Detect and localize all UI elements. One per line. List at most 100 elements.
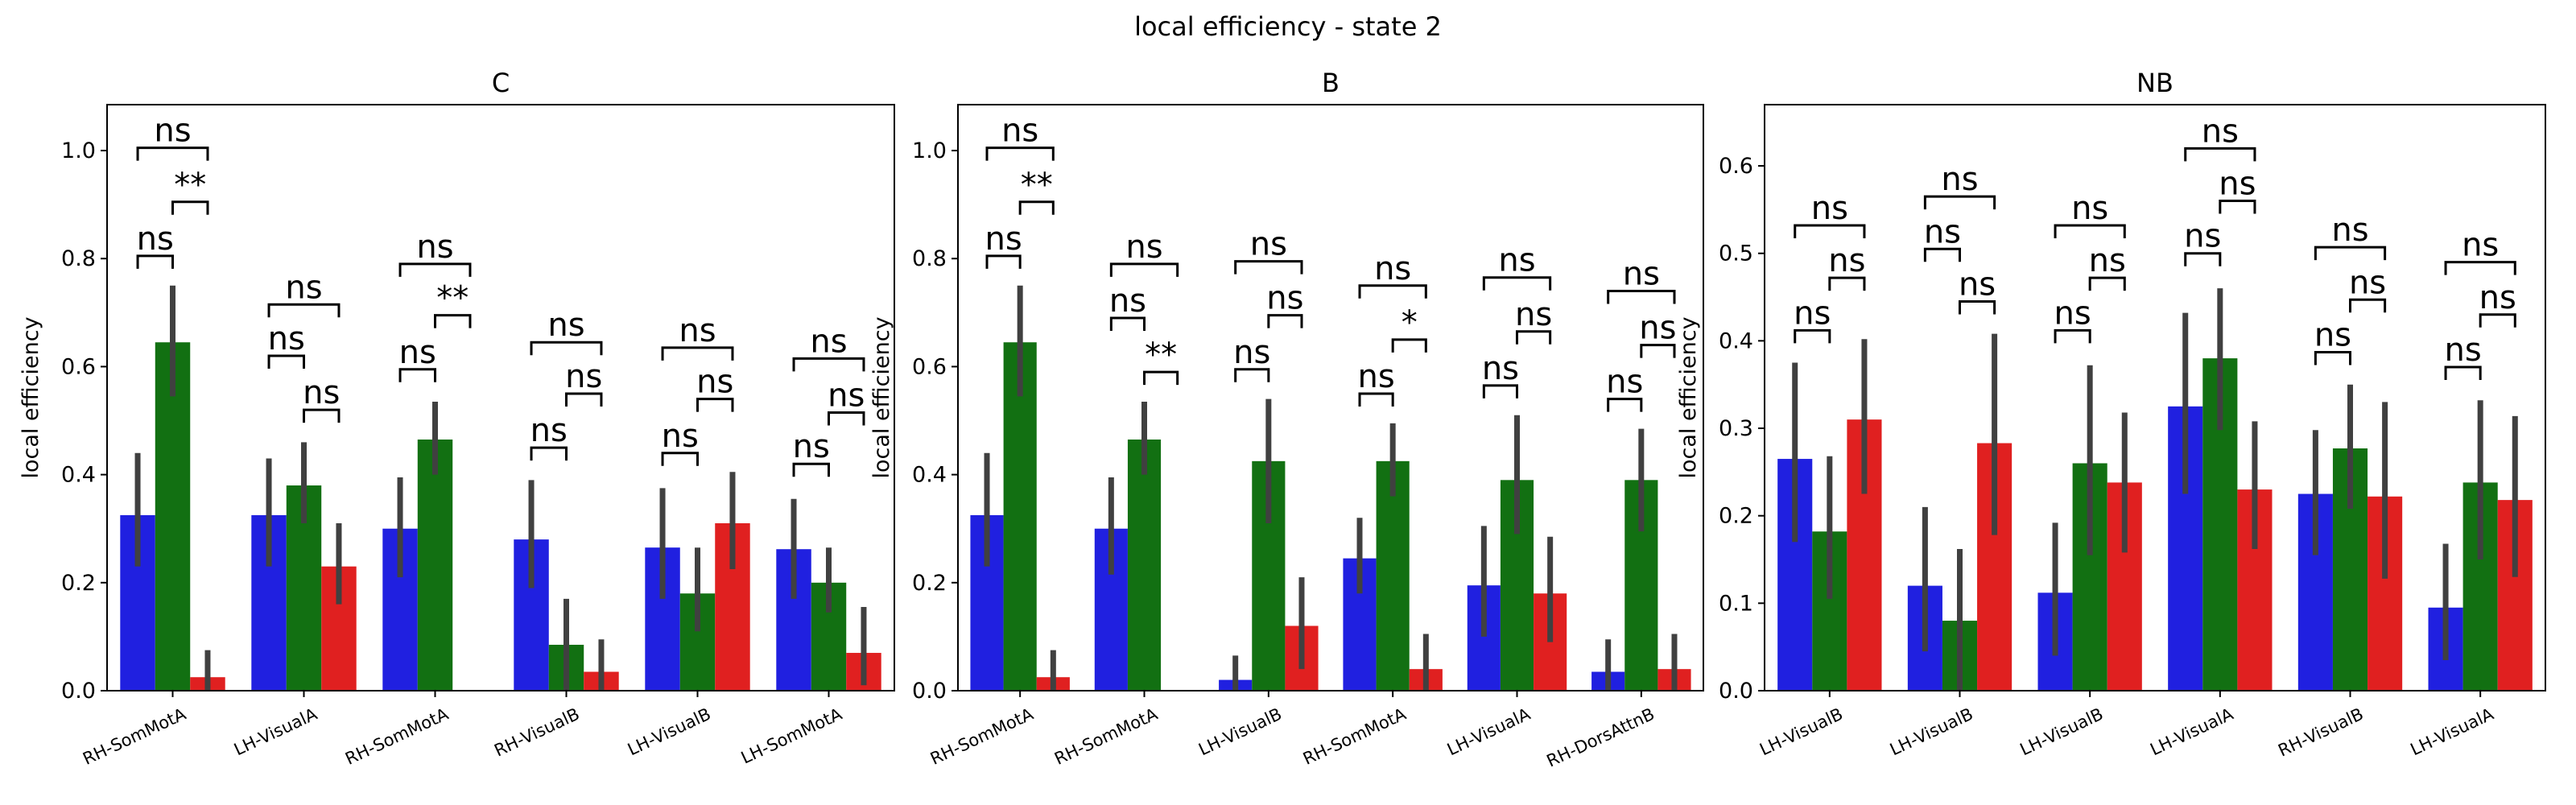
significance-label: ns	[268, 320, 305, 357]
significance-bracket	[1234, 260, 1303, 275]
significance-label: ns	[2184, 218, 2221, 255]
significance-label: ns	[2314, 316, 2351, 353]
x-tick-label: RH-DorsAttnB	[1544, 704, 1657, 771]
significance-bracket	[2184, 252, 2222, 266]
significance-bracket	[303, 408, 341, 423]
significance-label: ns	[2445, 332, 2482, 369]
x-tick-label: RH-VisualB	[2275, 704, 2366, 761]
significance-bracket	[2444, 365, 2482, 380]
significance-bracket	[792, 357, 865, 372]
significance-label: ns	[285, 269, 322, 306]
y-tick-label: 0.8	[61, 246, 96, 271]
significance-bracket	[398, 262, 472, 277]
significance-label: ns	[2071, 190, 2108, 227]
plot-frame	[106, 104, 895, 691]
significance-bracket	[565, 392, 603, 407]
x-tick-label: RH-SomMotA	[80, 704, 189, 769]
y-axis-label: local efficiency	[1676, 316, 1701, 478]
significance-label: ns	[1828, 242, 1865, 279]
bar	[1376, 460, 1410, 691]
significance-label: ns	[530, 412, 568, 449]
significance-label: ns	[1498, 242, 1535, 279]
significance-bracket	[792, 462, 830, 477]
plot-frame	[1764, 104, 2546, 691]
significance-label: **	[1145, 336, 1177, 374]
significance-bracket	[1109, 262, 1179, 277]
significance-label: ns	[1959, 266, 1996, 303]
significance-bracket	[530, 341, 603, 356]
x-tick-label: LH-VisualA	[2147, 704, 2236, 760]
panel-title: C	[492, 68, 510, 98]
significance-bracket	[530, 446, 568, 461]
significance-bracket	[1391, 338, 1427, 353]
x-tick-label: LH-VisualA	[1444, 704, 1534, 760]
significance-label: ns	[679, 312, 716, 349]
significance-bracket	[1358, 392, 1394, 407]
y-tick-label: 0.8	[912, 246, 947, 271]
significance-label: ns	[1233, 334, 1270, 371]
significance-bracket	[1482, 384, 1518, 398]
significance-bracket	[171, 200, 209, 215]
significance-bracket	[434, 314, 472, 328]
y-tick-label: 0.3	[1719, 416, 1753, 441]
significance-label: ns	[399, 334, 436, 371]
significance-label: ns	[137, 221, 174, 258]
y-axis-label: local efficiency	[19, 316, 43, 478]
significance-bracket	[267, 354, 305, 369]
significance-label: ns	[2331, 212, 2368, 249]
significance-bracket	[1959, 299, 1996, 315]
significance-label: ns	[793, 428, 830, 465]
significance-bracket	[2479, 313, 2516, 328]
significance-label: ns	[547, 307, 584, 344]
significance-bracket	[398, 368, 436, 382]
panel-title: B	[1322, 68, 1340, 98]
significance-label: ns	[1125, 229, 1162, 266]
significance-label: ns	[662, 418, 699, 455]
bar	[1003, 342, 1037, 691]
significance-bracket	[1267, 314, 1303, 328]
significance-bracket	[2314, 246, 2387, 261]
significance-label: ns	[2054, 295, 2091, 332]
y-tick-label: 1.0	[912, 138, 947, 163]
x-tick-label: RH-SomMotA	[1051, 704, 1161, 769]
y-tick-label: 0.2	[61, 571, 96, 596]
significance-label: ns	[1357, 358, 1394, 395]
y-tick-label: 0.2	[1719, 504, 1753, 529]
x-tick-label: LH-VisualB	[2017, 704, 2107, 760]
significance-label: **	[174, 167, 206, 204]
significance-bracket	[1482, 276, 1552, 291]
significance-bracket	[2444, 261, 2516, 275]
x-tick-label: LH-VisualA	[231, 704, 320, 760]
y-tick-label: 0.6	[912, 354, 947, 379]
y-tick-label: 0.2	[912, 571, 947, 596]
x-tick-label: LH-VisualB	[1887, 704, 1976, 760]
significance-label: ns	[828, 377, 865, 414]
y-tick-label: 0.0	[912, 679, 947, 704]
significance-bracket	[1607, 289, 1676, 304]
significance-bracket	[1607, 398, 1643, 412]
x-tick-label: LH-VisualB	[1195, 704, 1285, 760]
significance-label: ns	[1266, 280, 1303, 317]
x-tick-label: RH-VisualB	[491, 704, 582, 761]
y-tick-label: 0.4	[61, 463, 96, 488]
significance-bracket	[661, 452, 699, 466]
significance-bracket	[1923, 247, 1961, 262]
y-axis-label: local efficiency	[869, 316, 894, 478]
y-tick-label: 0.0	[1719, 679, 1753, 704]
significance-label: *	[1402, 304, 1418, 341]
significance-bracket	[1828, 276, 1866, 291]
plot-frame	[957, 104, 1704, 691]
y-tick-label: 0.4	[1719, 328, 1753, 353]
significance-label: ns	[985, 221, 1022, 258]
significance-label: ns	[1001, 113, 1038, 150]
panel-2: NB local efficiency 0.0 0.1 0.2 0.3 0.4 0.5 0.6 L…	[1676, 68, 2546, 761]
significance-bracket	[1516, 330, 1552, 345]
significance-label: ns	[303, 374, 340, 411]
significance-bracket	[1018, 200, 1055, 215]
significance-bracket	[1640, 344, 1676, 358]
significance-bracket	[2314, 350, 2351, 365]
significance-bracket	[2088, 276, 2126, 291]
significance-label: ns	[565, 358, 602, 395]
